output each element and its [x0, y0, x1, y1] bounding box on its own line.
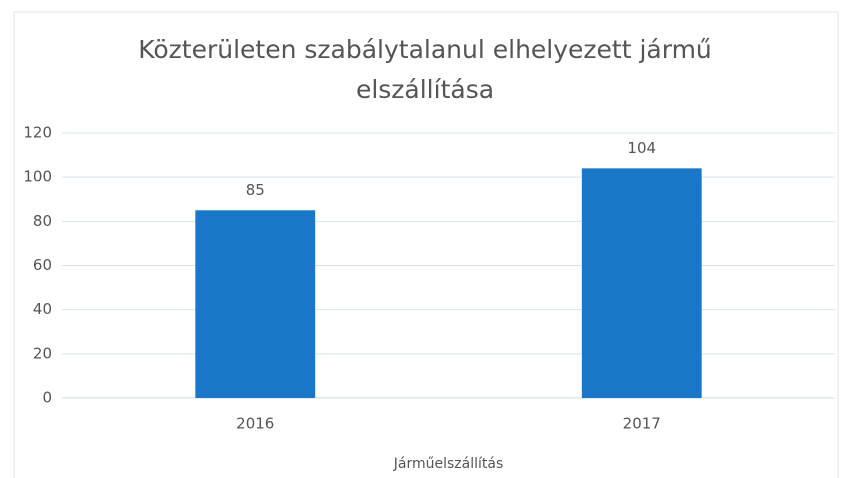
y-tick-label: 0 — [42, 389, 52, 407]
x-tick-label: 2016 — [236, 415, 274, 433]
x-axis-label: Járműelszállítás — [393, 456, 503, 472]
y-tick-label: 80 — [33, 212, 52, 230]
bar — [195, 210, 316, 398]
data-label: 104 — [627, 139, 656, 157]
bar — [581, 168, 702, 398]
chart-frame — [13, 11, 839, 478]
x-tick-label: 2017 — [623, 415, 661, 433]
y-tick-label: 120 — [23, 124, 52, 142]
chart-title: Közterületen szabálytalanul elhelyezett … — [138, 35, 712, 104]
y-tick-label: 60 — [33, 256, 52, 274]
y-tick-label: 100 — [23, 168, 52, 186]
y-tick-label: 20 — [33, 344, 52, 362]
data-label: 85 — [246, 181, 265, 199]
y-tick-label: 40 — [33, 300, 52, 318]
